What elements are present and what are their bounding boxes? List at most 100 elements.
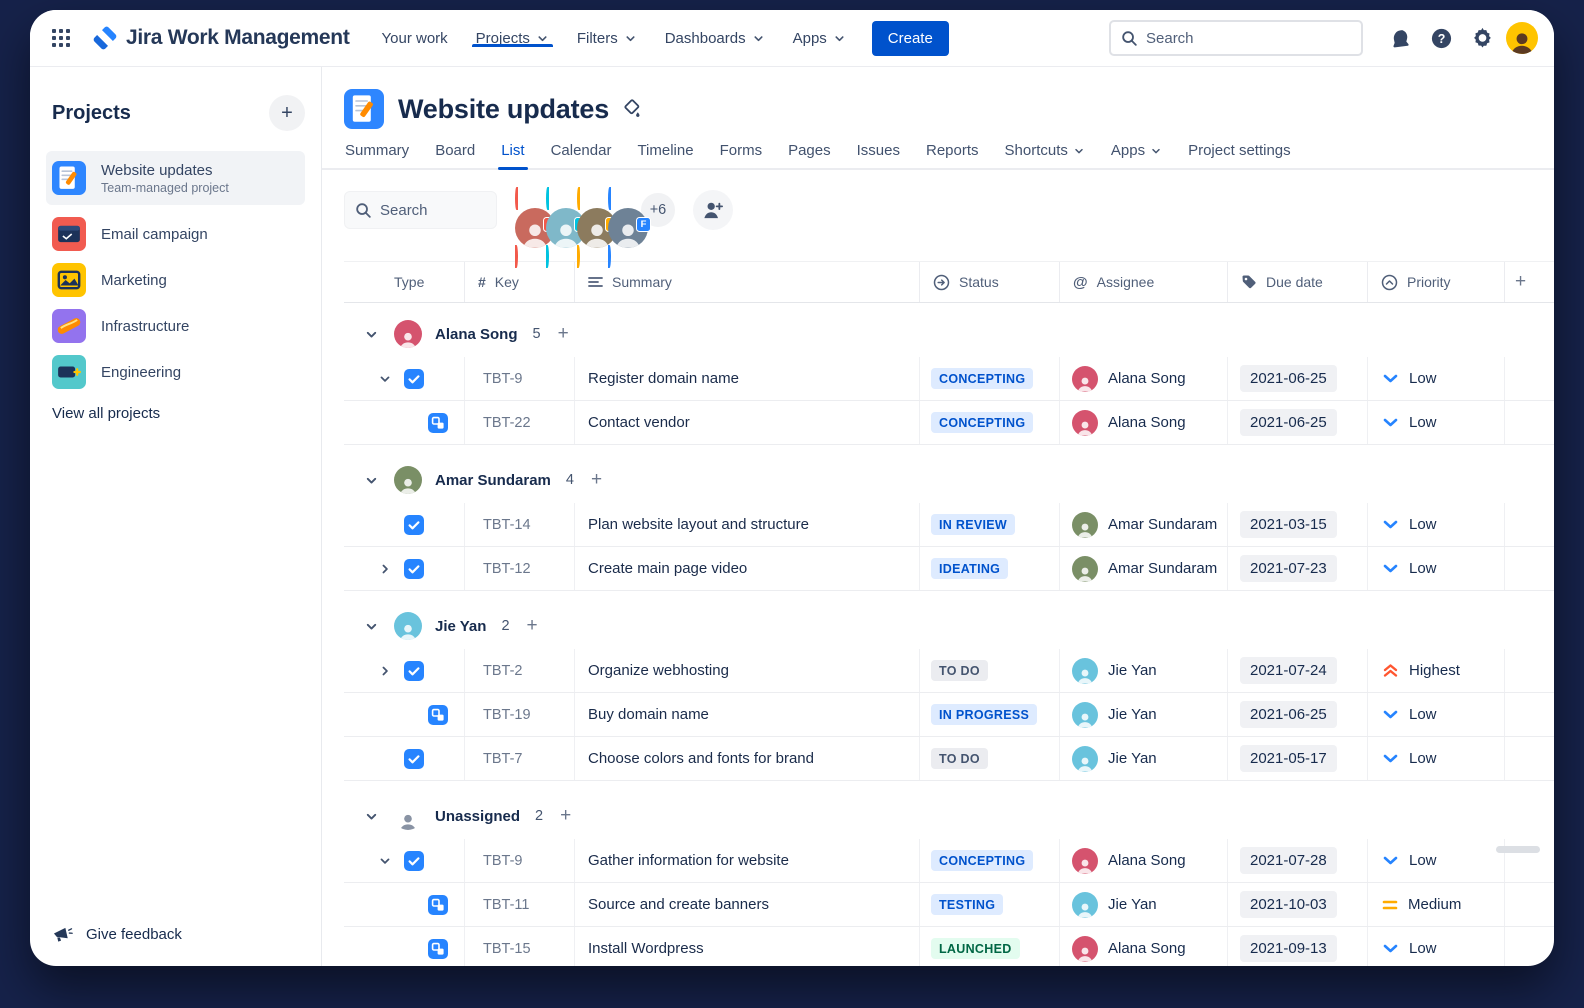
issue-summary[interactable]: Plan website layout and structure [574,503,919,546]
help-icon[interactable]: ? [1424,21,1459,56]
priority-cell[interactable]: Low [1367,927,1504,966]
group-collapse-chevron[interactable] [362,325,381,344]
issue-summary[interactable]: Register domain name [574,357,919,400]
due-date[interactable]: 2021-07-23 [1240,555,1337,582]
jira-brand[interactable]: Jira Work Management [92,25,350,51]
create-button[interactable]: Create [871,20,949,56]
issue-key[interactable]: TBT-22 [464,401,574,444]
nav-item-projects[interactable]: Projects [462,30,563,47]
priority-cell[interactable]: Low [1367,401,1504,444]
column-header-due-date[interactable]: Due date [1227,262,1367,302]
issue-key[interactable]: TBT-14 [464,503,574,546]
due-date[interactable]: 2021-05-17 [1240,745,1337,772]
sidebar-item-infrastructure[interactable]: Infrastructure [46,303,305,349]
due-date[interactable]: 2021-06-25 [1240,365,1337,392]
list-search-input[interactable] [380,201,486,219]
group-add-button[interactable]: + [590,469,603,490]
status-badge[interactable]: LAUNCHED [931,938,1020,959]
tab-reports[interactable]: Reports [913,136,992,168]
status-badge[interactable]: TO DO [931,748,988,769]
status-badge[interactable]: CONCEPTING [931,850,1034,871]
issue-key[interactable]: TBT-12 [464,547,574,590]
issue-summary[interactable]: Contact vendor [574,401,919,444]
sidebar-item-engineering[interactable]: Engineering [46,349,305,395]
tab-pages[interactable]: Pages [775,136,844,168]
table-row[interactable]: TBT-22 Contact vendor CONCEPTING Alana S… [344,401,1554,445]
issue-summary[interactable]: Gather information for website [574,839,919,882]
table-row[interactable]: TBT-19 Buy domain name IN PROGRESS Jie Y… [344,693,1554,737]
table-row[interactable]: TBT-2 Organize webhosting TO DO Jie Yan … [344,649,1554,693]
due-date[interactable]: 2021-03-15 [1240,511,1337,538]
status-badge[interactable]: TO DO [931,660,988,681]
status-badge[interactable]: CONCEPTING [931,412,1034,433]
issue-key[interactable]: TBT-15 [464,927,574,966]
issue-key[interactable]: TBT-9 [464,357,574,400]
group-collapse-chevron[interactable] [362,617,381,636]
priority-cell[interactable]: Highest [1367,649,1504,692]
column-header-status[interactable]: Status [919,262,1059,302]
row-expand-chevron[interactable] [376,662,394,680]
due-date[interactable]: 2021-06-25 [1240,701,1337,728]
assignee-cell[interactable]: Amar Sundaram [1059,547,1227,590]
add-people-button[interactable] [693,190,733,230]
issue-key[interactable]: TBT-19 [464,693,574,736]
assignee-cell[interactable]: Alana Song [1059,357,1227,400]
table-row[interactable]: TBT-14 Plan website layout and structure… [344,503,1554,547]
priority-cell[interactable]: Low [1367,503,1504,546]
table-row[interactable]: TBT-15 Install Wordpress LAUNCHED Alana … [344,927,1554,966]
column-header-summary[interactable]: Summary [574,262,919,302]
sidebar-item-website-updates[interactable]: Website updates Team-managed project [46,151,305,205]
issue-key[interactable]: TBT-11 [464,883,574,926]
notification-icon[interactable] [1383,21,1418,56]
nav-item-dashboards[interactable]: Dashboards [651,30,779,47]
row-expand-chevron[interactable] [376,560,394,578]
table-row[interactable]: TBT-9 Gather information for website CON… [344,839,1554,883]
issue-summary[interactable]: Install Wordpress [574,927,919,966]
status-badge[interactable]: CONCEPTING [931,368,1034,389]
issue-summary[interactable]: Create main page video [574,547,919,590]
group-collapse-chevron[interactable] [362,471,381,490]
priority-cell[interactable]: Low [1367,693,1504,736]
priority-cell[interactable]: Low [1367,737,1504,780]
profile-avatar[interactable] [1506,22,1538,54]
status-badge[interactable]: TESTING [931,894,1004,915]
priority-cell[interactable]: Low [1367,547,1504,590]
due-date[interactable]: 2021-10-03 [1240,891,1337,918]
sidebar-item-email-campaign[interactable]: Email campaign [46,211,305,257]
priority-cell[interactable]: Low [1367,839,1504,882]
add-column-button[interactable]: + [1504,262,1554,302]
tab-list[interactable]: List [488,136,537,170]
tab-project-settings[interactable]: Project settings [1175,136,1304,168]
status-badge[interactable]: IN PROGRESS [931,704,1038,725]
priority-cell[interactable]: Medium [1367,883,1504,926]
add-project-button[interactable]: + [269,95,305,131]
group-add-button[interactable]: + [526,615,538,636]
status-badge[interactable]: IN REVIEW [931,514,1015,535]
tab-apps[interactable]: Apps [1098,136,1175,168]
column-header-type[interactable]: Type [344,262,464,302]
tab-issues[interactable]: Issues [844,136,913,168]
app-switcher-icon[interactable] [44,21,78,55]
group-collapse-chevron[interactable] [362,807,381,826]
issue-key[interactable]: TBT-7 [464,737,574,780]
due-date[interactable]: 2021-07-24 [1240,657,1337,684]
due-date[interactable]: 2021-09-13 [1240,935,1337,962]
tab-board[interactable]: Board [422,136,488,168]
table-row[interactable]: TBT-12 Create main page video IDEATING A… [344,547,1554,591]
assignee-cell[interactable]: Jie Yan [1059,693,1227,736]
assignee-cell[interactable]: Amar Sundaram [1059,503,1227,546]
due-date[interactable]: 2021-06-25 [1240,409,1337,436]
column-header-key[interactable]: # Key [464,262,574,302]
assignee-cell[interactable]: Jie Yan [1059,883,1227,926]
column-header-priority[interactable]: Priority [1367,262,1504,302]
table-row[interactable]: TBT-11 Source and create banners TESTING… [344,883,1554,927]
row-expand-chevron[interactable] [376,370,394,388]
group-add-button[interactable]: + [560,805,572,826]
tab-timeline[interactable]: Timeline [624,136,706,168]
give-feedback-button[interactable]: Give feedback [52,925,182,944]
member-avatar[interactable]: F [608,187,651,268]
scrollbar-thumb[interactable] [1496,846,1540,853]
table-row[interactable]: TBT-9 Register domain name CONCEPTING Al… [344,357,1554,401]
nav-item-filters[interactable]: Filters [563,30,651,47]
status-badge[interactable]: IDEATING [931,558,1009,579]
